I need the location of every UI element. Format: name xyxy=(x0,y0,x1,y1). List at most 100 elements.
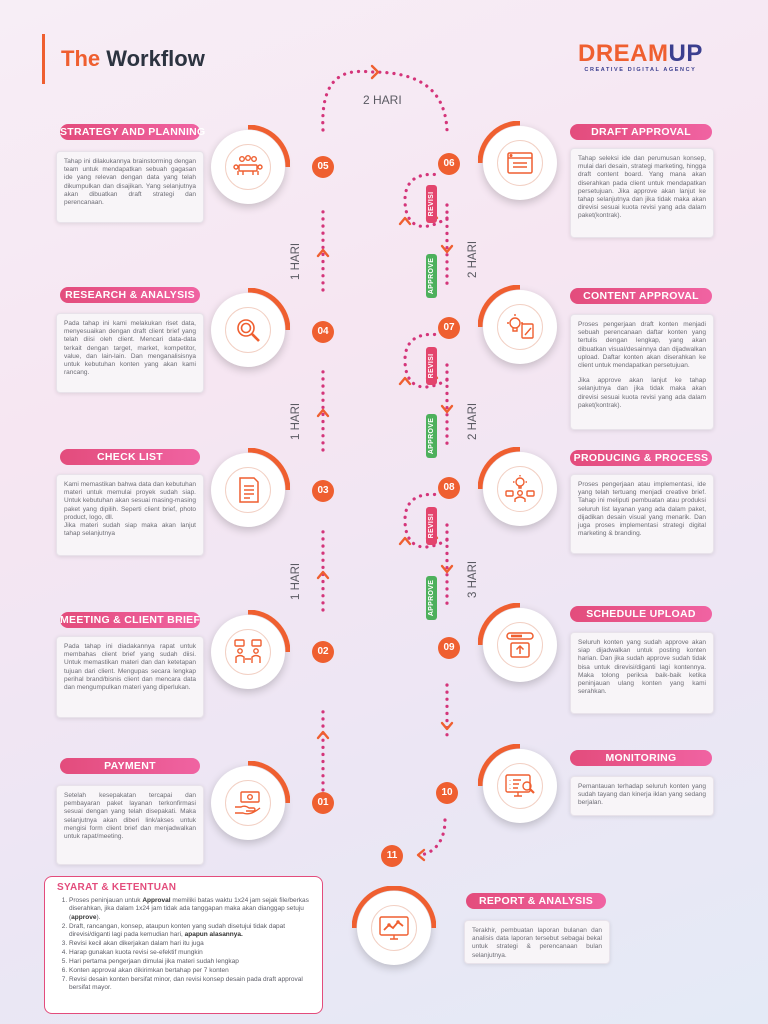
chevron-r3 xyxy=(440,564,454,574)
title-prefix: The xyxy=(61,46,101,71)
step-01-desc: Setelah kesepakatan tercapai dan pembaya… xyxy=(56,785,204,865)
step-05-desc: Tahap ini dilakukannya brainstorming den… xyxy=(56,151,204,223)
step-04-node xyxy=(211,288,290,367)
connector-10-11 xyxy=(416,818,447,857)
terms-item: Draft, rancangan, konsep, ataupun konten… xyxy=(69,923,314,940)
terms-item: Revisi kecil akan dikerjakan dalam hari … xyxy=(69,940,314,948)
chevron-l4 xyxy=(316,248,330,258)
step-03-node xyxy=(211,448,290,527)
step-01-node xyxy=(211,761,290,840)
step-06-number: 06 xyxy=(438,153,460,175)
chevron-rev2 xyxy=(398,376,412,386)
step-07-ring xyxy=(478,285,521,328)
logo-brand-a: DREAM xyxy=(578,40,669,67)
step-07-node xyxy=(478,285,557,364)
step-09-desc: Seluruh konten yang sudah approve akan s… xyxy=(570,632,714,714)
step-10-title: MONITORING xyxy=(570,750,712,766)
step-06-title: DRAFT APPROVAL xyxy=(570,124,712,140)
terms-item-1c: memiliki batas waktu 1x24 jam sejak file… xyxy=(69,897,309,921)
chevron-to-11 xyxy=(416,848,426,862)
chevron-rev1 xyxy=(398,216,412,226)
step-02-number: 02 xyxy=(312,641,334,663)
upload-icon xyxy=(497,622,543,668)
checklist-icon xyxy=(225,467,271,513)
chevron-r2 xyxy=(440,404,454,414)
chevron-l3 xyxy=(316,408,330,418)
step-03-number: 03 xyxy=(312,480,334,502)
terms-item: Konten approval akan dikirimkan bertahap… xyxy=(69,967,314,975)
step-05-ring xyxy=(247,125,290,168)
step-10-node xyxy=(478,744,557,823)
revisi-loop-08 xyxy=(403,492,449,549)
chevron-l2 xyxy=(316,570,330,580)
step-08-node xyxy=(478,447,557,526)
top-duration-label: 2 HARI xyxy=(363,93,402,107)
creative-person-icon xyxy=(497,466,543,512)
terms-item: Proses peninjauan untuk Approval memilik… xyxy=(69,897,314,922)
step-08-title: PRODUCING & PROCESS xyxy=(570,450,712,466)
terms-item: Hari pertama pengerjaan dimulai jika mat… xyxy=(69,958,314,966)
step-09-title: SCHEDULE UPLOAD xyxy=(570,606,712,622)
duration-label-r1: 2 HARI xyxy=(467,240,479,278)
duration-label-l2: 1 HARI xyxy=(290,402,302,440)
step-07-desc: Proses pengerjaan draft konten menjadi s… xyxy=(570,314,714,430)
step-08-desc: Proses pengerjaan atau implementasi, ide… xyxy=(570,474,714,554)
team-table-icon xyxy=(225,144,271,190)
step-09-number: 09 xyxy=(438,637,460,659)
terms-item: Revisi desain konten bersifat minor, dan… xyxy=(69,976,314,993)
duration-label-l3: 1 HARI xyxy=(290,562,302,600)
step-03-desc-p1: Kami memastikan bahwa data dan kebutuhan… xyxy=(64,481,196,521)
report-chart-icon xyxy=(371,905,417,951)
step-05-node xyxy=(211,125,290,204)
terms-item-2b: apapun alasannya. xyxy=(184,931,243,939)
step-11-number: 11 xyxy=(381,845,403,867)
duration-label-l1: 1 HARI xyxy=(290,242,302,280)
step-07-desc-p2: Jika approve akan lanjut ke tahap selanj… xyxy=(578,377,706,409)
magnifier-icon xyxy=(225,307,271,353)
step-05-number: 05 xyxy=(312,156,334,178)
terms-item-1a: Proses peninjauan untuk xyxy=(69,897,143,904)
terms-item-2a: Draft, rancangan, konsep, ataupun konten… xyxy=(69,922,286,939)
browser-window-icon xyxy=(497,140,543,186)
step-01-number: 01 xyxy=(312,792,334,814)
title-accent-bar xyxy=(42,34,45,84)
step-04-number: 04 xyxy=(312,321,334,343)
connector-top-arc xyxy=(321,69,449,132)
step-02-node xyxy=(211,610,290,689)
step-04-desc: Pada tahap ini kami melakukan riset data… xyxy=(56,313,204,393)
money-hand-icon xyxy=(225,780,271,826)
step-09-ring xyxy=(478,603,521,646)
chevron-r4 xyxy=(440,721,454,731)
brand-logo: DREAMUP CREATIVE DIGITAL AGENCY xyxy=(578,40,703,73)
step-03-title: CHECK LIST xyxy=(60,449,200,465)
revisi-tag-08: REVISI xyxy=(426,507,437,545)
monitor-analytics-icon xyxy=(497,763,543,809)
step-10-desc: Pemantauan terhadap seluruh konten yang … xyxy=(570,776,714,816)
step-08-ring xyxy=(478,447,521,490)
terms-item: Harap gunakan kuota revisi se-efektif mu… xyxy=(69,949,314,957)
step-03-desc-p2: Jika materi sudah siap maka akan lanjut … xyxy=(64,522,196,538)
duration-label-r3: 3 HARI xyxy=(467,560,479,598)
logo-brand-b: UP xyxy=(668,40,703,67)
step-02-desc: Pada tahap ini diadakannya rapat untuk m… xyxy=(56,636,204,718)
step-06-ring xyxy=(478,121,521,164)
step-11-desc: Terakhir, pembuatan laporan bulanan dan … xyxy=(464,920,610,964)
step-11-node xyxy=(352,886,436,965)
duration-label-r2: 2 HARI xyxy=(467,402,479,440)
step-04-title: RESEARCH & ANALYSIS xyxy=(60,287,200,303)
step-02-title: MEETING & CLIENT BRIEF xyxy=(60,612,201,628)
terms-title: SYARAT & KETENTUAN xyxy=(57,882,177,893)
step-10-ring xyxy=(478,744,521,787)
step-07-desc-p1: Proses pengerjaan draft konten menjadi s… xyxy=(578,321,706,370)
terms-item-1e: ). xyxy=(96,913,101,921)
step-03-desc: Kami memastikan bahwa data dan kebutuhan… xyxy=(56,474,204,556)
step-09-node xyxy=(478,603,557,682)
step-07-number: 07 xyxy=(438,317,460,339)
step-06-desc: Tahap seleksi ide dan perumusan konsep, … xyxy=(570,148,714,238)
title-main: Workflow xyxy=(106,46,205,71)
approve-tag-06: APPROVE xyxy=(426,254,437,298)
step-04-ring xyxy=(247,288,290,331)
step-08-number: 08 xyxy=(438,477,460,499)
revisi-tag-06: REVISI xyxy=(426,185,437,223)
